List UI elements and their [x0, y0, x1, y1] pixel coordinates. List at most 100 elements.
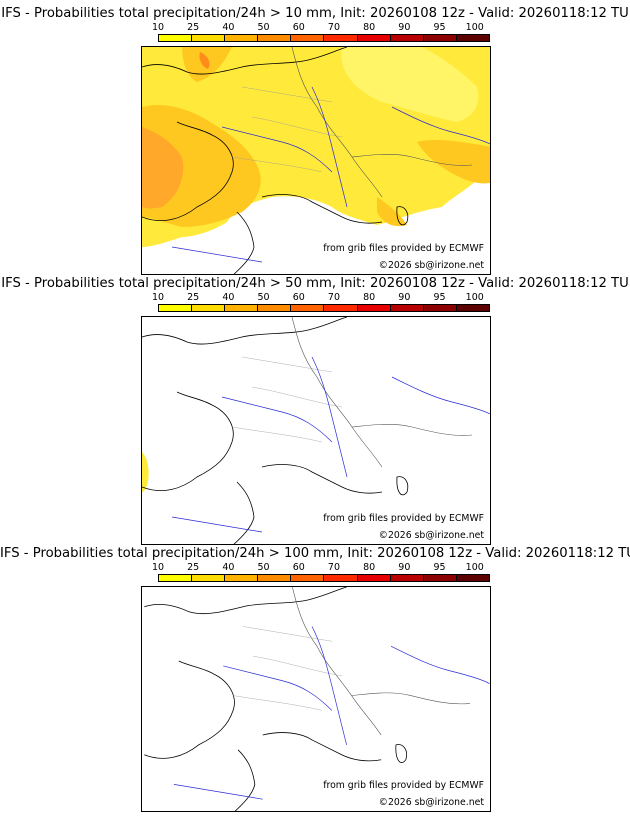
- scale-segment: [159, 35, 193, 41]
- panel-100mm: IFS - Probabilities total precipitation/…: [0, 540, 630, 816]
- scale-segment: [192, 35, 226, 41]
- scale-tick-label: 50: [257, 562, 270, 573]
- country-border: [351, 153, 473, 166]
- scale-tick-label: 100: [465, 22, 484, 33]
- scale-segment: [258, 305, 292, 311]
- scale-tick-label: 10: [151, 562, 165, 573]
- scale-segment: [456, 35, 489, 41]
- scale-segment: [357, 305, 391, 311]
- prob-area-light: [341, 47, 479, 122]
- scale-tick-label: 40: [222, 292, 235, 303]
- scale-tick-label: 95: [433, 22, 446, 33]
- coastline: [144, 587, 347, 615]
- prob-area-east: [417, 139, 490, 184]
- color-scale-bar: [158, 34, 490, 42]
- scale-tick-label: 80: [363, 562, 376, 573]
- scale-segment: [390, 575, 424, 581]
- source-credit: from grib files provided by ECMWF: [323, 513, 484, 524]
- scale-tick-label: 60: [292, 22, 305, 33]
- coastline: [142, 121, 234, 221]
- map-50mm: from grib files provided by ECMWF ©2026 …: [141, 316, 491, 545]
- scale-tick-label: 40: [222, 22, 235, 33]
- scale-tick-label: 10: [151, 22, 165, 33]
- corsica-coast: [395, 744, 407, 763]
- scale-tick-label: 100: [465, 562, 484, 573]
- river: [311, 356, 348, 478]
- prob-area-high: [142, 127, 184, 209]
- scale-segment: [456, 575, 489, 581]
- river: [221, 126, 333, 173]
- copyright-credit: ©2026 sb@irizone.net: [378, 797, 484, 808]
- scale-tick-label: 50: [257, 22, 270, 33]
- country-border: [292, 587, 382, 736]
- river: [391, 106, 490, 145]
- prob-area-spot: [199, 52, 210, 69]
- scale-segment: [357, 35, 391, 41]
- scale-tick-label: 95: [433, 292, 446, 303]
- prob-area-alps: [377, 197, 407, 227]
- admin-borders: [233, 626, 342, 711]
- scale-tick-label: 70: [327, 22, 340, 33]
- river: [221, 396, 333, 443]
- panel-title: IFS - Probabilities total precipitation/…: [0, 546, 630, 561]
- scale-tick-label: 10: [151, 292, 165, 303]
- scale-segment: [390, 305, 424, 311]
- scale-tick-label: 90: [398, 562, 411, 573]
- copyright-credit: ©2026 sb@irizone.net: [378, 260, 484, 271]
- coastline: [142, 317, 348, 345]
- map-canvas: [142, 317, 490, 544]
- coastline: [261, 464, 383, 494]
- coastline: [233, 211, 255, 274]
- scale-segment: [423, 35, 457, 41]
- scale-labels: 10 25 40 50 60 70 80 90 95 100: [152, 562, 490, 574]
- scale-segment: [324, 575, 358, 581]
- country-border: [291, 47, 383, 198]
- scale-tick-label: 25: [187, 292, 200, 303]
- admin-borders: [231, 86, 343, 173]
- scale-tick-label: 80: [363, 22, 376, 33]
- scale-tick-label: 50: [257, 292, 270, 303]
- scale-segment: [390, 35, 424, 41]
- map-10mm: from grib files provided by ECMWF ©2026 …: [141, 46, 491, 275]
- scale-segment: [423, 575, 457, 581]
- scale-tick-label: 70: [327, 292, 340, 303]
- scale-tick-label: 40: [222, 562, 235, 573]
- color-scale-bar: [158, 304, 490, 312]
- scale-tick-label: 70: [327, 562, 340, 573]
- scale-segment: [324, 305, 358, 311]
- scale-segment: [192, 575, 226, 581]
- scale-segment: [291, 305, 325, 311]
- admin-borders: [231, 356, 343, 443]
- coastline: [142, 391, 234, 491]
- coastline: [233, 481, 255, 544]
- panel-50mm: IFS - Probabilities total precipitation/…: [0, 270, 630, 546]
- scale-segment: [423, 305, 457, 311]
- scale-segment: [225, 35, 259, 41]
- river: [223, 665, 333, 711]
- coastline: [262, 732, 382, 762]
- river: [390, 645, 490, 685]
- copyright-credit: ©2026 sb@irizone.net: [378, 530, 484, 541]
- prob-area-low: [142, 452, 149, 492]
- river: [173, 784, 263, 800]
- river: [171, 516, 263, 533]
- panel-10mm: IFS - Probabilities total precipitation/…: [0, 0, 630, 276]
- river: [171, 246, 263, 263]
- corsica-coast: [396, 476, 409, 496]
- source-credit: from grib files provided by ECMWF: [323, 243, 484, 254]
- country-border: [351, 692, 470, 705]
- map-canvas: [142, 47, 490, 274]
- coastline: [142, 47, 348, 75]
- scale-segment: [258, 575, 292, 581]
- river: [311, 86, 348, 208]
- source-credit: from grib files provided by ECMWF: [323, 780, 484, 791]
- river: [311, 626, 347, 745]
- scale-segment: [225, 575, 259, 581]
- scale-segment: [159, 575, 193, 581]
- coastline: [261, 194, 383, 224]
- scale-segment: [192, 305, 226, 311]
- scale-tick-label: 80: [363, 292, 376, 303]
- scale-segment: [324, 35, 358, 41]
- scale-tick-label: 100: [465, 292, 484, 303]
- scale-segment: [357, 575, 391, 581]
